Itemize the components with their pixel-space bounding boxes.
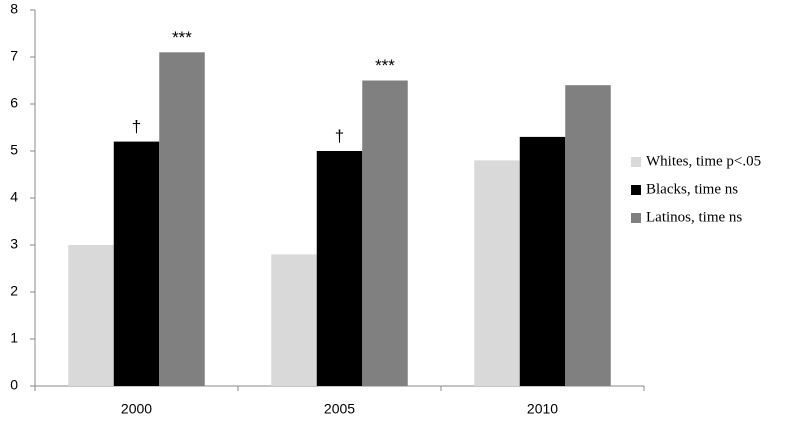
bar-annotation: ***: [375, 56, 395, 75]
y-tick-label: 0: [10, 377, 18, 393]
y-tick-label: 4: [10, 189, 18, 205]
bar-annotation: ***: [172, 28, 192, 47]
bar: [565, 85, 611, 386]
legend-label: Latinos, time ns: [646, 209, 742, 225]
bar: [271, 254, 317, 386]
bar-annotation: †: [335, 126, 344, 145]
x-tick-label: 2005: [324, 401, 355, 417]
x-tick-label: 2000: [121, 401, 152, 417]
legend-swatch: [631, 213, 641, 223]
bar-annotation: †: [132, 117, 141, 136]
bar: [68, 245, 114, 386]
y-tick-label: 8: [10, 1, 18, 17]
bar: [474, 160, 520, 386]
y-tick-label: 3: [10, 236, 18, 252]
bar: [362, 80, 408, 386]
bar: [113, 141, 160, 386]
x-tick-label: 2010: [527, 401, 558, 417]
y-tick-label: 5: [10, 142, 18, 158]
y-tick-label: 1: [10, 330, 18, 346]
y-tick-label: 6: [10, 95, 18, 111]
legend-label: Blacks, time ns: [646, 181, 738, 197]
legend-label: Whites, time p<.05: [646, 153, 761, 169]
y-tick-label: 7: [10, 48, 18, 64]
y-tick-label: 2: [10, 283, 18, 299]
legend-swatch: [631, 157, 641, 167]
bar: [519, 136, 566, 386]
legend-swatch: [631, 185, 641, 195]
bar: [316, 151, 363, 386]
bar: [159, 52, 205, 387]
